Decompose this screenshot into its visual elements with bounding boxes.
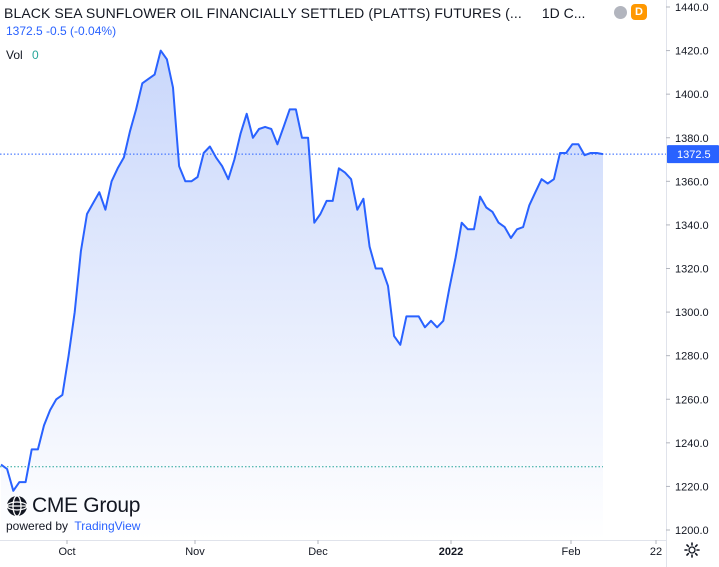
plot-area [0,49,666,540]
tradingview-link[interactable]: TradingView [74,519,141,533]
last-price-label: 1372.5 [677,149,711,161]
last-price-label-bg [667,145,719,164]
cme-group-logo[interactable]: CME Group powered by TradingView [6,494,140,533]
y-tick-label: 1240.0 [675,438,709,450]
x-tick-label: Dec [308,546,328,558]
y-tick-label: 1300.0 [675,307,709,319]
volume-value: 0 [32,48,39,62]
price-axis[interactable]: 1440.0 1420.0 1400.0 1380.0 1360.0 1340.0 1320… [666,0,719,567]
interval-value: 1D [541,5,560,21]
y-tick-label: 1340.0 [675,220,709,232]
settings-gear-icon [684,542,700,558]
symbol-title[interactable]: BLACK SEA SUNFLOWER OIL FINANCIALLY SETT… [4,5,522,21]
chart-header: BLACK SEA SUNFLOWER OIL FINANCIALLY SETT… [0,0,719,70]
volume-label: Vol [6,48,23,62]
price-area-fill [1,50,603,540]
x-tick-label: Nov [185,546,205,558]
delayed-data-badge[interactable]: D [631,4,647,20]
price-line[interactable] [0,49,604,492]
y-tick-label: 1260.0 [675,394,709,406]
y-tick-label: 1320.0 [675,264,709,276]
y-tick-label: 1400.0 [675,89,709,101]
y-tick-label: 1200.0 [675,525,709,537]
y-tick-label: 1420.0 [675,46,709,58]
status-badges: D [614,4,647,20]
x-tick-label: Feb [562,546,581,558]
y-tick-label: 1280.0 [675,351,709,363]
y-tick-label: 1220.0 [675,481,709,493]
x-tick-label: Oct [58,546,75,558]
gear-icon[interactable] [684,542,700,563]
y-tick-label: 1380.0 [675,133,709,145]
x-tick-label: 2022 [439,546,463,558]
time-axis[interactable]: Oct Nov Dec 2022 Feb 22 [0,540,666,558]
powered-by-label: powered by [6,519,69,533]
x-tick-label: 22 [650,546,662,558]
logo-name: CME Group [32,494,141,517]
powered-by-text: powered by TradingView [6,519,140,533]
exchange-abbrev: C... [563,5,586,21]
title-row: BLACK SEA SUNFLOWER OIL FINANCIALLY SETT… [4,4,585,22]
globe-icon [6,495,28,517]
volume-legend[interactable]: Vol 0 [6,48,39,62]
interval-label[interactable]: 1D C... [542,5,586,21]
market-status-icon[interactable] [614,5,627,19]
quote-values: 1372.5 -0.5 (-0.04%) [6,24,117,38]
y-tick-label: 1440.0 [675,2,709,14]
y-tick-label: 1360.0 [675,176,709,188]
logo-main: CME Group [6,494,140,518]
